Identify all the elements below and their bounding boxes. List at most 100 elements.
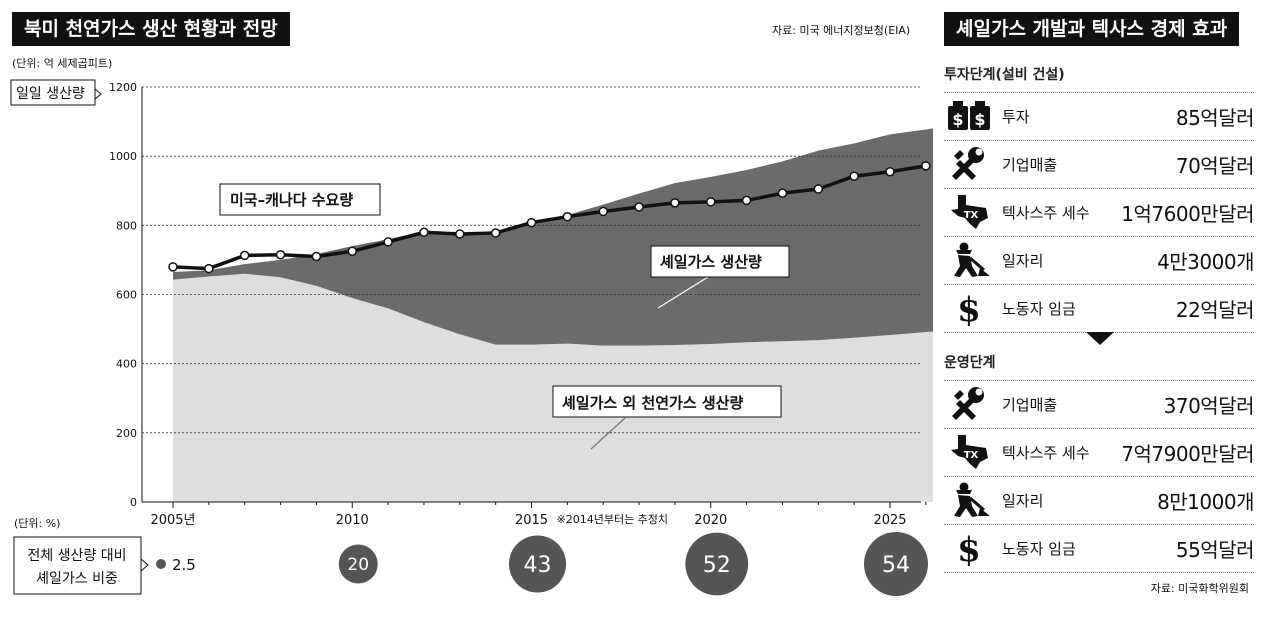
y-axis-title: 일일 생산량 — [16, 86, 85, 102]
effect-label: 노동자 임금 — [1002, 300, 1076, 318]
share-value: 54 — [882, 553, 910, 578]
effect-row: 기업매출 370억달러 — [944, 380, 1255, 429]
y-tick-label: 800 — [116, 219, 137, 232]
demand-point — [634, 202, 644, 212]
effect-label: 일자리 — [1002, 252, 1044, 270]
demand-point — [921, 161, 931, 171]
effect-value: 1억7600만달러 — [1121, 202, 1254, 226]
effect-value: 8만1000개 — [1157, 490, 1254, 514]
money-bags-icon: $ $ — [946, 98, 992, 134]
y-tick-label: 200 — [116, 427, 137, 440]
svg-text:TX: TX — [964, 450, 979, 461]
effect-value: 55억달러 — [1175, 538, 1255, 562]
share-bubble — [338, 544, 378, 584]
row-divider — [944, 380, 1254, 381]
demand-point — [849, 171, 859, 181]
left-title: 북미 천연가스 생산 현황과 전망 — [12, 12, 290, 46]
effect-label: 기업매출 — [1002, 396, 1058, 414]
demand-point — [311, 251, 322, 262]
y-tick-label: 1000 — [109, 150, 137, 163]
shale-callout-leader — [657, 276, 709, 309]
other-callout-box — [552, 385, 782, 418]
wrench-icon — [946, 386, 992, 422]
worker-icon — [946, 482, 992, 518]
y-tick-label: 600 — [116, 289, 137, 302]
demand-label: 미국–캐나다 수요량 — [230, 191, 353, 209]
share-bubble — [685, 532, 749, 596]
effect-value: 370억달러 — [1163, 394, 1255, 418]
share-label-pointer — [140, 557, 149, 573]
down-arrow-icon — [1086, 332, 1114, 345]
y-tick-label: 1200 — [109, 81, 137, 94]
demand-point — [275, 249, 286, 260]
svg-text:$: $ — [957, 290, 981, 326]
effect-row: 일자리 4만3000개 — [944, 236, 1254, 285]
svg-text:$: $ — [974, 110, 985, 129]
x-tick-label: 2005년 — [150, 513, 195, 528]
operation-heading: 운영단계 — [944, 355, 996, 371]
demand-point — [347, 246, 357, 257]
x-tick-label: 2015 — [515, 513, 548, 528]
effect-value: 4만3000개 — [1157, 250, 1254, 274]
demand-line — [172, 164, 927, 271]
demand-point — [490, 228, 501, 238]
share-bubble — [156, 559, 166, 569]
x-tick-label: 2010 — [336, 513, 369, 528]
demand-point — [239, 250, 250, 261]
right-source: 자료: 미국화학위원회 — [1150, 582, 1249, 595]
shale-area — [173, 128, 934, 346]
demand-point — [598, 206, 608, 217]
demand-point — [204, 263, 214, 274]
demand-point — [419, 227, 429, 237]
demand-callout-leader — [327, 213, 356, 246]
effect-row: TX 텍사스주 세수 7억7900만달러 — [944, 428, 1254, 477]
demand-point — [885, 166, 895, 177]
share-bubble — [864, 532, 928, 596]
other-label: 셰일가스 외 천연가스 생산량 — [562, 394, 743, 412]
demand-point — [741, 195, 752, 206]
unit-label: (단위: 억 세제곱피트) — [12, 57, 112, 70]
investment-heading: 투자단계(설비 건설) — [944, 67, 1065, 83]
demand-point — [813, 184, 824, 194]
y-label-pointer — [94, 87, 102, 101]
shale-label: 셰일가스 생산량 — [660, 253, 762, 271]
demand-callout-box — [219, 183, 381, 216]
effect-label: 기업매출 — [1002, 156, 1058, 174]
share-label-box — [13, 536, 142, 595]
share-bubble — [508, 535, 567, 593]
demand-point — [562, 211, 573, 222]
effect-value: 70억달러 — [1175, 154, 1255, 178]
share-value: 2.5 — [172, 556, 196, 574]
effect-row: $ $ 투자 85억달러 — [944, 92, 1255, 141]
effect-row: 기업매출 70억달러 — [944, 140, 1255, 189]
wrench-icon — [946, 146, 992, 182]
dollar-icon: $ — [946, 290, 992, 330]
effect-row: $ 노동자 임금 55억달러 — [944, 524, 1255, 573]
effect-row: TX 텍사스주 세수 1억7600만달러 — [944, 188, 1254, 237]
svg-text:TX: TX — [964, 210, 979, 221]
right-title: 셰일가스 개발과 텍사스 경제 효과 — [944, 12, 1240, 46]
demand-point — [455, 229, 465, 239]
y-label-box — [10, 79, 96, 106]
shale-callout-box — [650, 245, 790, 278]
dollar-icon: $ — [946, 530, 992, 570]
x-tick-label: 2020 — [694, 513, 727, 528]
effect-label: 텍사스주 세수 — [1002, 444, 1090, 462]
other-callout-leader — [590, 417, 626, 450]
y-tick-label: 0 — [130, 496, 137, 509]
left-source: 자료: 미국 에너지정보청(EIA) — [772, 24, 911, 37]
demand-point — [777, 188, 788, 198]
effect-value: 22억달러 — [1175, 298, 1255, 322]
effect-row: 일자리 8만1000개 — [944, 476, 1254, 525]
share-unit-label: (단위: %) — [14, 517, 60, 530]
x-tick-label: 2025 — [873, 513, 906, 528]
worker-icon — [946, 242, 992, 278]
share-label-line1: 전체 생산량 대비 — [27, 548, 126, 564]
estimate-note: ※2014년부터는 추정치 — [557, 513, 669, 526]
effect-label: 노동자 임금 — [1002, 540, 1076, 558]
share-value: 43 — [524, 553, 552, 578]
demand-point — [168, 262, 178, 272]
demand-point — [670, 198, 680, 208]
effect-label: 투자 — [1002, 108, 1030, 126]
